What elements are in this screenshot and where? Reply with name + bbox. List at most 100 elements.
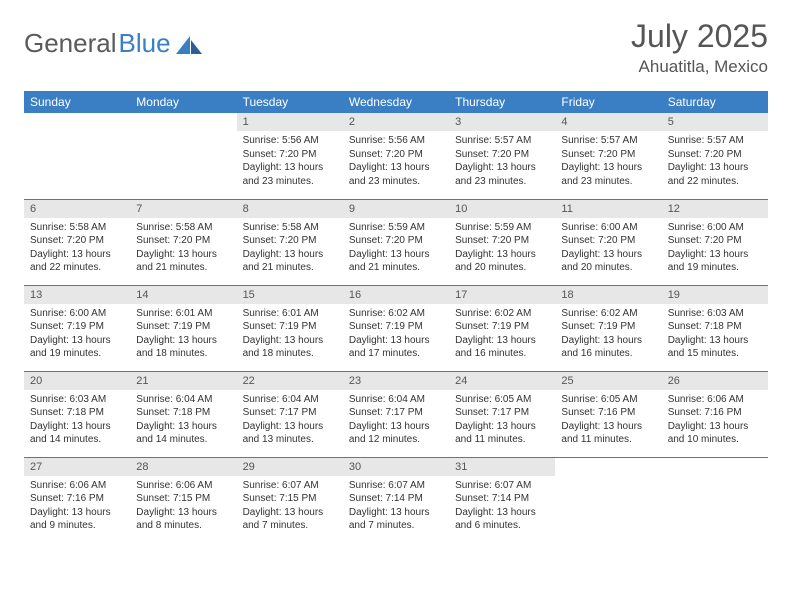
sunrise-line: Sunrise: 6:02 AM	[455, 307, 549, 321]
header: GeneralBlue July 2025 Ahuatitla, Mexico	[24, 18, 768, 77]
day-number: 28	[130, 458, 236, 476]
sunrise-line: Sunrise: 6:07 AM	[243, 479, 337, 493]
day-header: Tuesday	[237, 91, 343, 113]
calendar-cell: 23Sunrise: 6:04 AMSunset: 7:17 PMDayligh…	[343, 371, 449, 457]
day-details: Sunrise: 5:57 AMSunset: 7:20 PMDaylight:…	[449, 131, 555, 191]
day-details: Sunrise: 6:04 AMSunset: 7:17 PMDaylight:…	[237, 390, 343, 450]
day-number: 6	[24, 200, 130, 218]
calendar-cell	[662, 457, 768, 543]
calendar-cell: 7Sunrise: 5:58 AMSunset: 7:20 PMDaylight…	[130, 199, 236, 285]
day-number: 3	[449, 113, 555, 131]
sunrise-line: Sunrise: 6:06 AM	[136, 479, 230, 493]
day-number: 26	[662, 372, 768, 390]
location-text: Ahuatitla, Mexico	[631, 57, 768, 77]
sunset-line: Sunset: 7:19 PM	[136, 320, 230, 334]
daylight-line: Daylight: 13 hours and 14 minutes.	[136, 420, 230, 447]
daylight-line: Daylight: 13 hours and 18 minutes.	[243, 334, 337, 361]
day-number: 16	[343, 286, 449, 304]
sunrise-line: Sunrise: 6:02 AM	[349, 307, 443, 321]
brand-text-2: Blue	[119, 28, 171, 59]
daylight-line: Daylight: 13 hours and 23 minutes.	[349, 161, 443, 188]
calendar-cell: 5Sunrise: 5:57 AMSunset: 7:20 PMDaylight…	[662, 113, 768, 199]
calendar-cell: 9Sunrise: 5:59 AMSunset: 7:20 PMDaylight…	[343, 199, 449, 285]
daylight-line: Daylight: 13 hours and 7 minutes.	[243, 506, 337, 533]
sunrise-line: Sunrise: 6:07 AM	[349, 479, 443, 493]
sunrise-line: Sunrise: 6:01 AM	[243, 307, 337, 321]
sunset-line: Sunset: 7:16 PM	[561, 406, 655, 420]
day-number: 25	[555, 372, 661, 390]
day-number: 29	[237, 458, 343, 476]
daylight-line: Daylight: 13 hours and 21 minutes.	[136, 248, 230, 275]
day-details: Sunrise: 6:06 AMSunset: 7:16 PMDaylight:…	[662, 390, 768, 450]
daylight-line: Daylight: 13 hours and 17 minutes.	[349, 334, 443, 361]
day-number: 4	[555, 113, 661, 131]
day-header: Sunday	[24, 91, 130, 113]
day-details: Sunrise: 6:07 AMSunset: 7:15 PMDaylight:…	[237, 476, 343, 536]
sunrise-line: Sunrise: 5:57 AM	[455, 134, 549, 148]
title-block: July 2025 Ahuatitla, Mexico	[631, 18, 768, 77]
sunrise-line: Sunrise: 5:59 AM	[349, 221, 443, 235]
daylight-line: Daylight: 13 hours and 10 minutes.	[668, 420, 762, 447]
calendar-cell: 18Sunrise: 6:02 AMSunset: 7:19 PMDayligh…	[555, 285, 661, 371]
calendar-cell: 16 Sunrise: 6:02 AMSunset: 7:19 PMDayligh…	[343, 285, 449, 371]
sunrise-line: Sunrise: 6:01 AM	[136, 307, 230, 321]
sunset-line: Sunset: 7:14 PM	[349, 492, 443, 506]
daylight-line: Daylight: 13 hours and 13 minutes.	[243, 420, 337, 447]
calendar-cell: 15Sunrise: 6:01 AMSunset: 7:19 PMDayligh…	[237, 285, 343, 371]
daylight-line: Daylight: 13 hours and 6 minutes.	[455, 506, 549, 533]
daylight-line: Daylight: 13 hours and 22 minutes.	[668, 161, 762, 188]
sunset-line: Sunset: 7:16 PM	[30, 492, 124, 506]
calendar-page: GeneralBlue July 2025 Ahuatitla, Mexico …	[0, 0, 792, 561]
daylight-line: Daylight: 13 hours and 11 minutes.	[455, 420, 549, 447]
sunrise-line: Sunrise: 6:04 AM	[349, 393, 443, 407]
daylight-line: Daylight: 13 hours and 12 minutes.	[349, 420, 443, 447]
day-number: 15	[237, 286, 343, 304]
sunrise-line: Sunrise: 5:56 AM	[349, 134, 443, 148]
day-details: Sunrise: 6:01 AMSunset: 7:19 PMDaylight:…	[237, 304, 343, 364]
calendar-cell: 27Sunrise: 6:06 AMSunset: 7:16 PMDayligh…	[24, 457, 130, 543]
day-number: 2	[343, 113, 449, 131]
day-number: 1	[237, 113, 343, 131]
sunrise-line: Sunrise: 5:58 AM	[243, 221, 337, 235]
day-details: Sunrise: 5:57 AMSunset: 7:20 PMDaylight:…	[662, 131, 768, 191]
sunset-line: Sunset: 7:19 PM	[349, 320, 443, 334]
day-number: 17	[449, 286, 555, 304]
sunrise-line: Sunrise: 6:07 AM	[455, 479, 549, 493]
sunrise-line: Sunrise: 5:56 AM	[243, 134, 337, 148]
day-details: Sunrise: 6:01 AMSunset: 7:19 PMDaylight:…	[130, 304, 236, 364]
day-number: 14	[130, 286, 236, 304]
calendar-week-row: 27Sunrise: 6:06 AMSunset: 7:16 PMDayligh…	[24, 457, 768, 543]
sunset-line: Sunset: 7:20 PM	[668, 234, 762, 248]
sunset-line: Sunset: 7:17 PM	[243, 406, 337, 420]
day-number: 19	[662, 286, 768, 304]
brand-triangle-icon	[176, 34, 202, 54]
daylight-line: Daylight: 13 hours and 23 minutes.	[243, 161, 337, 188]
sunrise-line: Sunrise: 6:06 AM	[668, 393, 762, 407]
brand-logo: GeneralBlue	[24, 18, 202, 59]
sunrise-line: Sunrise: 6:00 AM	[561, 221, 655, 235]
day-details: Sunrise: 6:00 AMSunset: 7:20 PMDaylight:…	[555, 218, 661, 278]
sunrise-line: Sunrise: 5:57 AM	[668, 134, 762, 148]
day-number: 10	[449, 200, 555, 218]
calendar-body: 1 Sunrise: 5:56 AM Sunset: 7:20 PM Daylight…	[24, 113, 768, 543]
day-details: Sunrise: 6:02 AMSunset: 7:19 PMDaylight:…	[449, 304, 555, 364]
day-number: 13	[24, 286, 130, 304]
day-details: Sunrise: 6:03 AMSunset: 7:18 PMDaylight:…	[662, 304, 768, 364]
month-title: July 2025	[631, 18, 768, 55]
sunset-line: Sunset: 7:18 PM	[30, 406, 124, 420]
sunset-line: Sunset: 7:20 PM	[455, 234, 549, 248]
calendar-cell: 1Sunrise: 5:56 AMSunset: 7:20 PMDaylight…	[237, 113, 343, 199]
day-number: 5	[662, 113, 768, 131]
daylight-line: Daylight: 13 hours and 18 minutes.	[136, 334, 230, 361]
day-number: 20	[24, 372, 130, 390]
day-header: Friday	[555, 91, 661, 113]
calendar-cell: 30Sunrise: 6:07 AMSunset: 7:14 PMDayligh…	[343, 457, 449, 543]
day-details: Sunrise: 6:07 AMSunset: 7:14 PMDaylight:…	[343, 476, 449, 536]
calendar-cell	[24, 113, 130, 199]
calendar-cell: 19Sunrise: 6:03 AMSunset: 7:18 PMDayligh…	[662, 285, 768, 371]
daylight-line: Daylight: 13 hours and 16 minutes.	[455, 334, 549, 361]
sunrise-line: Sunrise: 6:02 AM	[561, 307, 655, 321]
day-header: Wednesday	[343, 91, 449, 113]
daylight-line: Daylight: 13 hours and 9 minutes.	[30, 506, 124, 533]
day-number: 21	[130, 372, 236, 390]
